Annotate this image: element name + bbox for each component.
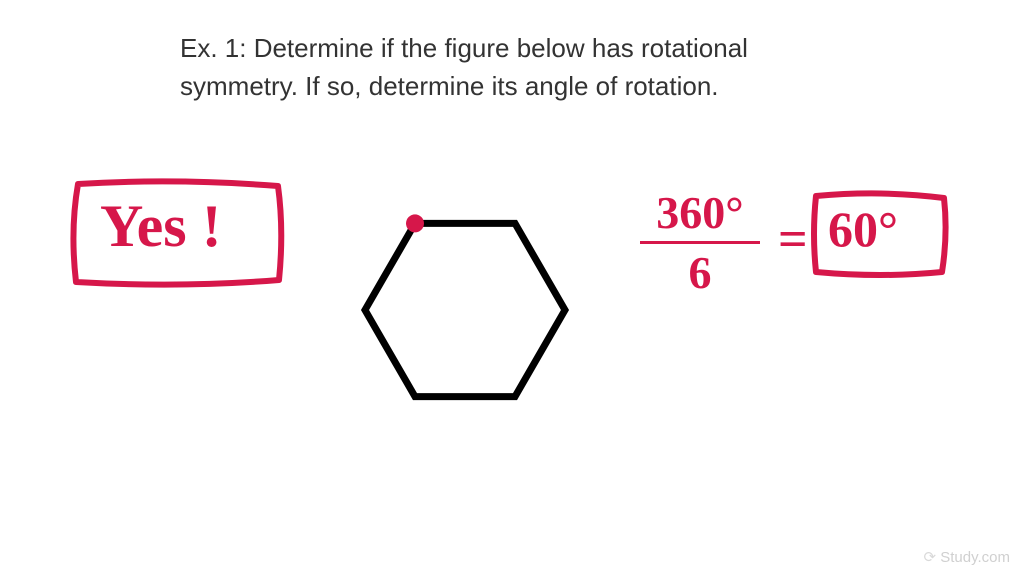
fraction-numerator: 360° [640,186,760,239]
question-line2: symmetry. If so, determine its angle of … [180,71,719,101]
hexagon-shape [365,223,565,396]
vertex-dot [406,214,424,232]
watermark: ⟳ Study.com [924,548,1011,566]
yes-text: Yes ! [100,192,222,261]
answer-text: 60° [828,200,898,258]
fraction-bar [640,241,760,244]
question-text: Ex. 1: Determine if the figure below has… [180,30,880,105]
equals-sign: = [778,210,808,269]
fraction-denominator: 6 [640,246,760,299]
question-line1: Ex. 1: Determine if the figure below has… [180,33,748,63]
hexagon-figure [345,190,585,430]
fraction: 360° 6 [640,186,760,299]
